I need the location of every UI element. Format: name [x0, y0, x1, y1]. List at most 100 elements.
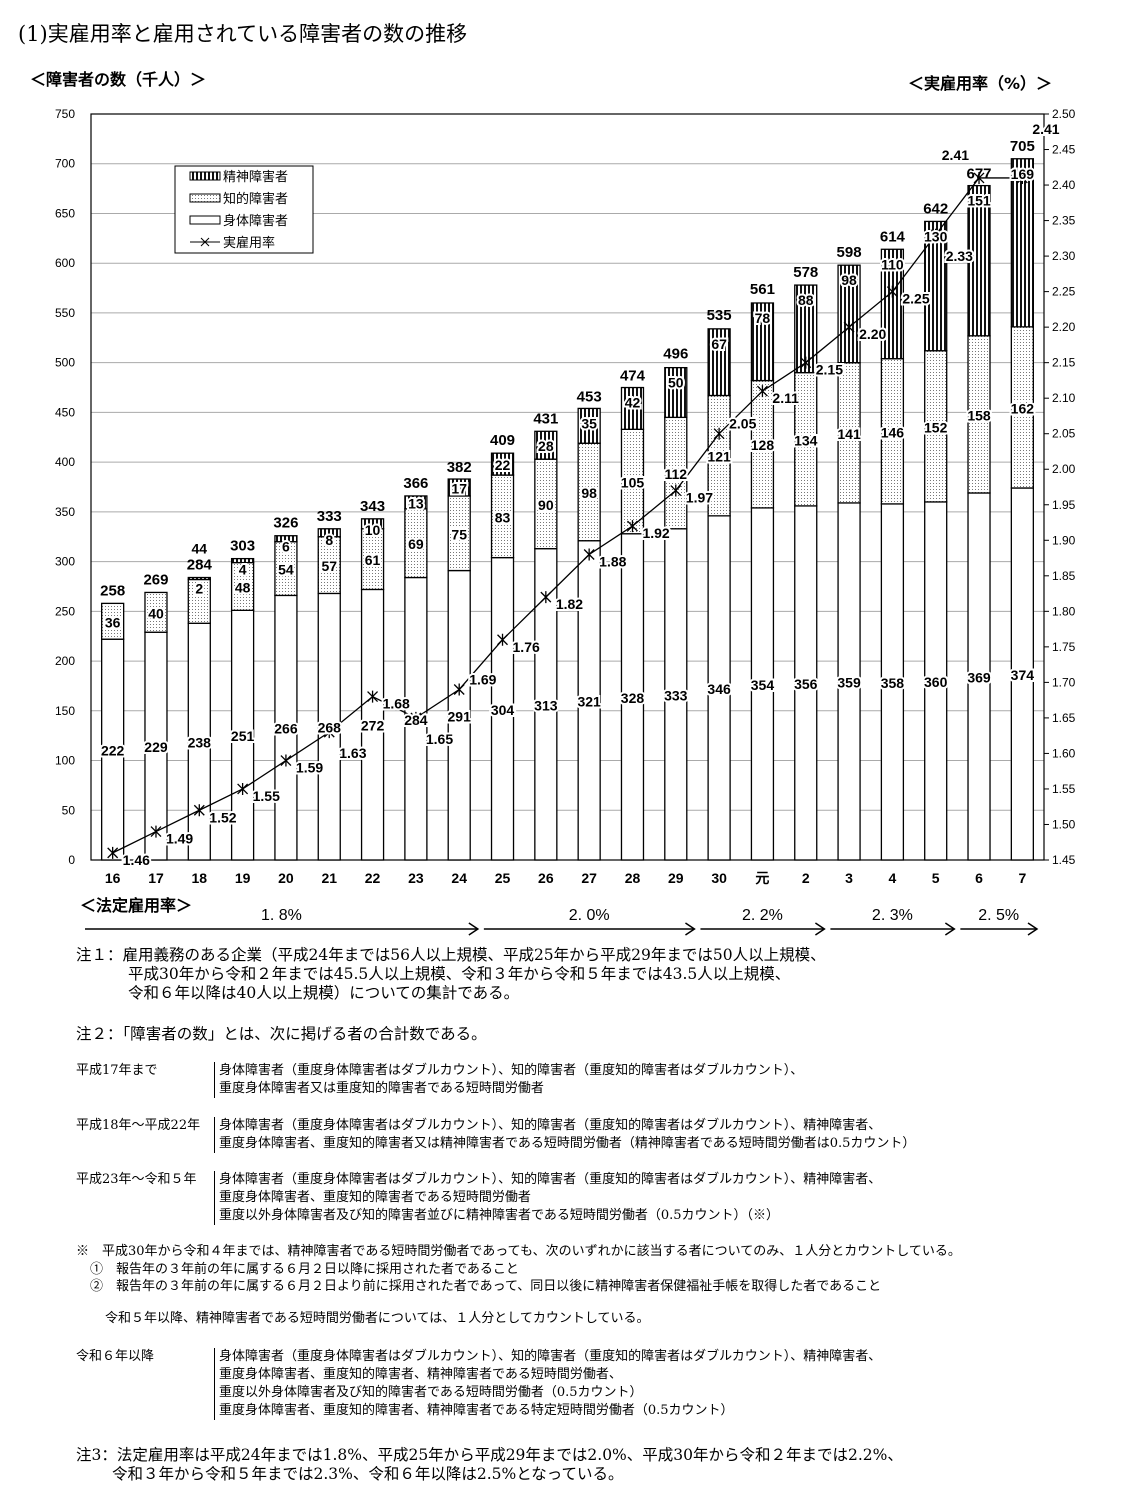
bar-mental: [967, 184, 991, 337]
rate-marker: [323, 726, 335, 739]
x-tick-label: 21: [321, 870, 337, 886]
total-label: 705: [1010, 138, 1035, 155]
y2-tick-label: 1.65: [1052, 711, 1076, 725]
data-label-intellectual: 162: [1011, 400, 1035, 416]
arrow-head-icon: [685, 922, 696, 936]
rate-label: 1.65: [426, 731, 453, 747]
period-label: 平成23年～令和５年: [76, 1172, 197, 1187]
bar-mental: [620, 386, 645, 430]
legal-rate-value: 2. 5%: [978, 907, 1019, 924]
data-label-intellectual: 134: [794, 432, 818, 448]
arrow-head-icon: [814, 922, 826, 936]
bar-mental: [447, 478, 471, 497]
data-label-physical: 354: [751, 677, 775, 693]
total-label: 333: [317, 508, 342, 525]
rate-label: 1.68: [383, 696, 410, 712]
y-tick-label: 300: [55, 555, 75, 569]
rate-label: 1.55: [253, 788, 280, 804]
period-line: 身体障害者（重度身体障害者はダブルカウント）、知的障害者（重度知的障害者はダブル…: [219, 1172, 882, 1187]
data-label-intellectual: 146: [881, 424, 905, 440]
legend-label: 身体障害者: [223, 213, 288, 228]
y2-tick-label: 1.85: [1052, 569, 1076, 583]
plot-frame: [90, 113, 1045, 861]
data-label-mental: 78: [755, 310, 771, 326]
x-tick-label: 29: [668, 870, 684, 886]
x-tick-label: 18: [192, 870, 208, 886]
arrow-head-icon: [468, 922, 480, 936]
rate-marker: [756, 385, 768, 398]
rate-marker: [627, 520, 638, 533]
rate-label: 1.88: [599, 553, 626, 569]
rate-marker: [193, 804, 205, 817]
y2-tick-label: 2.00: [1052, 462, 1076, 476]
total-label: 614: [880, 228, 906, 245]
x-tick-label: 3: [845, 870, 853, 886]
x-tick-label: 7: [1018, 870, 1026, 886]
x-tick-label: 27: [581, 870, 597, 886]
asterisk-line: ※ 平成30年から令和４年までは、精神障害者である短時間労働者であっても、次のい…: [76, 1244, 961, 1259]
y-tick-label: 350: [55, 505, 75, 519]
x-tick-label: 6: [975, 870, 983, 886]
y2-tick-label: 2.35: [1052, 214, 1076, 228]
x-tick-label: 28: [625, 870, 641, 886]
bar-mental: [837, 264, 861, 364]
period-2: 平成18年～平成22年 身体障害者（重度身体障害者はダブルカウント）、知的障害者…: [76, 1117, 915, 1153]
total-label: 578: [793, 264, 818, 281]
note-2: 注２：「障害者の数」とは、次に掲げる者の合計数である。: [76, 1025, 487, 1043]
note-3-line: 注3：法定雇用率は平成24年までは1.8%、平成25年から平成29年までは2.0…: [76, 1446, 903, 1464]
data-label-physical: 358: [881, 675, 905, 691]
rate-label: 1.63: [339, 745, 366, 761]
y2-axis-label: ＜実雇用率（%）＞: [908, 74, 1053, 93]
data-label-physical: 238: [188, 735, 212, 751]
data-label-intellectual: 128: [751, 437, 775, 453]
x-tick-label: 24: [451, 870, 467, 886]
period-line: 身体障害者（重度身体障害者はダブルカウント）、知的障害者（重度知的障害者はダブル…: [219, 1118, 882, 1133]
data-label-intellectual: 90: [538, 497, 554, 513]
data-label-mental: 67: [711, 336, 727, 352]
asterisk-note: ※ 平成30年から令和４年までは、精神障害者である短時間労働者であっても、次のい…: [76, 1243, 961, 1295]
data-label-mental: 6: [282, 539, 290, 555]
rate-label: 1.82: [556, 596, 583, 612]
total-label: 303: [230, 538, 255, 555]
note-1-line: 平成30年から令和２年までは45.5人以上規模、令和３年から令和５年までは43.…: [128, 965, 791, 983]
note-1-line: 令和６年以降は40人以上規模）についての集計である。: [128, 984, 520, 1002]
data-label-physical: 313: [534, 697, 558, 713]
rate-label: 1.97: [686, 490, 713, 506]
y-tick-label: 600: [55, 256, 75, 270]
chart-title: (1)実雇用率と雇用されている障害者の数の推移: [18, 22, 468, 46]
period-line: 重度身体障害者、重度知的障害者、精神障害者である特定短時間労働者（0.5カウント…: [219, 1403, 734, 1418]
x-tick-label: 22: [365, 870, 381, 886]
asterisk-line: ① 報告年の３年前の年に属する６月２日以降に採用された者であること: [90, 1262, 519, 1277]
legend-swatch-white: [189, 215, 221, 225]
data-label-intellectual: 98: [581, 485, 597, 501]
period-1: 平成17年まで 身体障害者（重度身体障害者はダブルカウント）、知的障害者（重度知…: [76, 1062, 803, 1098]
data-label-intellectual: 83: [495, 509, 511, 525]
rate-marker: [367, 690, 379, 703]
y2-tick-label: 1.80: [1052, 604, 1076, 618]
period-line: 重度以外身体障害者及び知的障害者並びに精神障害者である短時間労働者（0.5カウン…: [219, 1208, 780, 1223]
data-label-physical: 268: [318, 720, 342, 736]
rate-label: 2.41: [1032, 121, 1059, 137]
bar-mental: [1010, 158, 1034, 328]
rate-label: 2.05: [729, 416, 756, 432]
legend-swatch-stripe: [189, 171, 221, 181]
bar-mental: [404, 495, 428, 510]
y2-tick-label: 2.10: [1052, 391, 1076, 405]
legal-rate-label: ＜法定雇用率＞: [80, 896, 193, 915]
period-4: 令和６年以降 身体障害者（重度身体障害者はダブルカウント）、知的障害者（重度知的…: [76, 1348, 881, 1420]
total-label: 496: [663, 346, 688, 363]
y2-tick-label: 2.20: [1052, 320, 1076, 334]
rate-marker: [1016, 171, 1028, 184]
y2-tick-label: 2.30: [1052, 249, 1076, 263]
data-label-mental: 35: [581, 415, 597, 431]
y-tick-label: 0: [68, 853, 75, 867]
rate-label: 2.20: [859, 326, 886, 342]
x-tick-label: 30: [711, 870, 727, 886]
rate-label: 2.41: [942, 147, 969, 163]
data-label-mental: 130: [924, 228, 948, 244]
bar-mental: [534, 430, 558, 460]
y2-tick-label: 1.95: [1052, 498, 1076, 512]
bar-mental: [274, 535, 298, 543]
data-label-intellectual: 54: [278, 562, 294, 578]
y-tick-label: 750: [55, 107, 75, 121]
